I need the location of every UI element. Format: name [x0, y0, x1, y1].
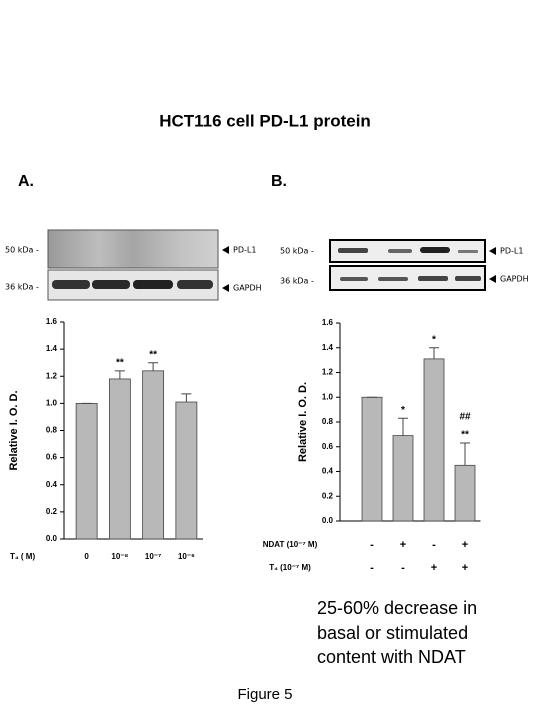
y-tick-label: 0.6	[46, 453, 58, 462]
error-bar	[148, 362, 159, 371]
note: basal or stimulated	[317, 623, 468, 643]
bar	[175, 401, 198, 540]
panel-label: B.	[271, 173, 287, 190]
y-tick-label: 0.4	[322, 467, 334, 476]
x-tick-label: 10⁻⁷	[145, 552, 161, 561]
condition-sign: +	[400, 539, 406, 551]
error-bar	[181, 393, 192, 403]
condition-sign: -	[370, 562, 374, 574]
significance-label: *	[432, 334, 436, 345]
y-tick-label: 1.0	[322, 392, 334, 401]
condition-label: NDAT (10⁻⁷ M)	[263, 540, 318, 549]
error-bar	[429, 347, 439, 359]
y-axis-label: Relative I. O. D.	[297, 382, 309, 462]
bar	[75, 402, 98, 540]
blot-marker: 36 kDa -	[280, 277, 314, 286]
title: HCT116 cell PD-L1 protein	[159, 111, 371, 130]
condition-sign: -	[370, 539, 374, 551]
condition-sign: +	[462, 539, 468, 551]
y-tick-label: 0.0	[46, 534, 58, 543]
significance-label: **	[461, 430, 469, 441]
y-tick-label: 0.8	[46, 426, 58, 435]
blot-marker: 50 kDa -	[5, 246, 39, 255]
y-tick-label: 0.0	[322, 516, 334, 525]
blot-band: PD-L1	[500, 247, 523, 256]
error-bar	[398, 417, 408, 436]
blot-marker: 50 kDa -	[280, 247, 314, 256]
condition-label: T₄ (10⁻⁷ M)	[269, 563, 311, 572]
y-tick-label: 1.6	[322, 318, 334, 327]
condition-sign: +	[431, 562, 437, 574]
blot-image	[329, 239, 496, 291]
note: 25-60% decrease in	[317, 598, 477, 618]
error-bar	[114, 370, 125, 379]
bar	[423, 358, 445, 522]
blot-marker: 36 kDa -	[5, 283, 39, 292]
bar	[361, 396, 383, 522]
bar	[392, 435, 414, 522]
blot-band: GAPDH	[500, 275, 529, 284]
x-axis-label: T₄ ( M)	[10, 552, 35, 561]
x-tick-label: 0	[84, 552, 89, 561]
blot-image	[47, 229, 229, 301]
significance-label: **	[149, 349, 157, 360]
blot-band: PD-L1	[233, 246, 256, 255]
x-tick-label: 10⁻⁶	[178, 552, 195, 561]
panel-label: A.	[18, 173, 34, 190]
condition-sign: +	[462, 562, 468, 574]
y-tick-label: 1.2	[322, 368, 334, 377]
note: content with NDAT	[317, 647, 466, 667]
condition-sign: -	[432, 539, 436, 551]
y-tick-label: 1.0	[46, 398, 58, 407]
y-tick-label: 1.2	[46, 371, 58, 380]
y-tick-label: 0.8	[322, 417, 334, 426]
x-tick-label: 10⁻⁸	[111, 552, 128, 561]
bar	[108, 378, 131, 540]
condition-sign: -	[401, 562, 405, 574]
y-tick-label: 1.6	[46, 317, 58, 326]
y-tick-label: 1.4	[46, 344, 58, 353]
y-tick-label: 0.6	[322, 442, 334, 451]
y-tick-label: 0.4	[46, 480, 58, 489]
blot-band: GAPDH	[233, 284, 262, 293]
figure-label: Figure 5	[237, 686, 292, 703]
y-tick-label: 0.2	[46, 507, 58, 516]
y-tick-label: 1.4	[322, 343, 334, 352]
significance-label: ##	[459, 412, 471, 423]
significance-label: *	[401, 405, 405, 416]
y-axis-label: Relative I. O. D.	[8, 390, 20, 470]
error-bar	[460, 442, 470, 466]
significance-label: **	[116, 357, 124, 368]
bar	[454, 464, 476, 522]
y-tick-label: 0.2	[322, 491, 334, 500]
bar	[142, 370, 165, 540]
